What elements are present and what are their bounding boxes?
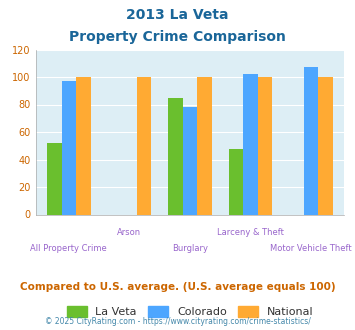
Bar	[243, 74, 258, 215]
Bar	[168, 98, 183, 214]
Text: Property Crime Comparison: Property Crime Comparison	[69, 30, 286, 44]
Text: Larceny & Theft: Larceny & Theft	[217, 228, 284, 237]
Text: Motor Vehicle Theft: Motor Vehicle Theft	[270, 244, 352, 253]
Text: Compared to U.S. average. (U.S. average equals 100): Compared to U.S. average. (U.S. average …	[20, 282, 335, 292]
Bar	[61, 81, 76, 214]
Bar	[258, 77, 272, 214]
Bar	[229, 148, 243, 214]
Legend: La Veta, Colorado, National: La Veta, Colorado, National	[66, 306, 313, 317]
Text: All Property Crime: All Property Crime	[31, 244, 107, 253]
Bar	[197, 77, 212, 214]
Bar	[47, 143, 61, 214]
Text: Burglary: Burglary	[172, 244, 208, 253]
Bar	[318, 77, 333, 214]
Bar	[76, 77, 91, 214]
Bar	[183, 107, 197, 214]
Text: 2013 La Veta: 2013 La Veta	[126, 8, 229, 22]
Text: Arson: Arson	[117, 228, 141, 237]
Bar	[137, 77, 151, 214]
Bar	[304, 67, 318, 214]
Text: © 2025 CityRating.com - https://www.cityrating.com/crime-statistics/: © 2025 CityRating.com - https://www.city…	[45, 317, 310, 326]
